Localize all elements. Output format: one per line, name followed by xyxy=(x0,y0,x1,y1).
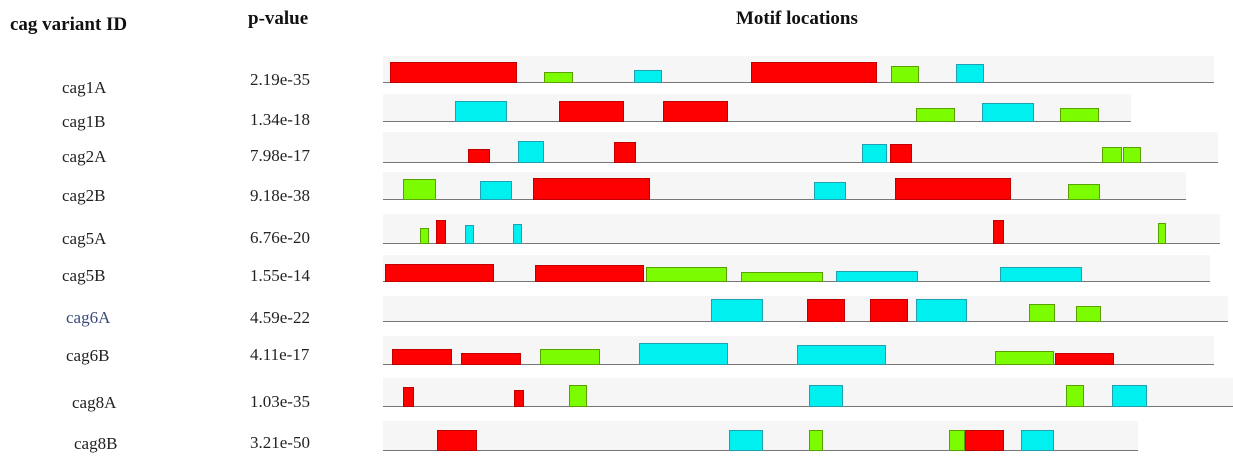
motif-box-cyan xyxy=(814,182,846,200)
motif-box-red xyxy=(1055,353,1114,365)
motif-box-red xyxy=(807,299,845,322)
motif-box-green xyxy=(544,72,573,83)
motif-box-cyan xyxy=(916,299,967,322)
motif-box-cyan xyxy=(836,271,918,282)
variant-id-cag1b: cag1B xyxy=(62,112,106,131)
motif-box-red xyxy=(993,220,1004,244)
motif-box-green xyxy=(949,430,965,451)
motif-box-cyan xyxy=(1000,267,1082,282)
motif-box-cyan xyxy=(1021,430,1054,451)
motif-box-red xyxy=(614,142,636,163)
motif-box-green xyxy=(1123,147,1141,163)
motif-track-background xyxy=(383,214,1220,243)
motif-box-cyan xyxy=(513,224,522,244)
motif-box-red xyxy=(514,390,524,407)
pvalue-cag5b: 1.55e-14 xyxy=(250,266,310,285)
motif-box-red xyxy=(559,101,624,122)
variant-id-cag5b: cag5B xyxy=(62,266,106,285)
motif-box-green xyxy=(741,272,823,282)
pvalue-cag6b: 4.11e-17 xyxy=(250,345,310,364)
motif-box-red xyxy=(390,62,517,83)
motif-box-green xyxy=(1076,306,1101,322)
pvalue-cag8b: 3.21e-50 xyxy=(250,433,310,452)
motif-box-green xyxy=(1066,385,1084,407)
motif-track-baseline xyxy=(383,162,1218,163)
variant-id-cag6a: cag6A xyxy=(66,308,111,327)
motif-box-red xyxy=(895,178,1011,200)
motif-box-cyan xyxy=(480,181,512,200)
motif-box-green xyxy=(995,351,1054,365)
motif-box-red xyxy=(468,149,490,163)
motif-box-red xyxy=(392,349,452,365)
motif-box-cyan xyxy=(639,343,728,365)
motif-box-cyan xyxy=(711,299,763,322)
motif-track-baseline xyxy=(383,121,1131,122)
variant-id-cag2a: cag2A xyxy=(62,147,107,166)
motif-box-green xyxy=(1068,184,1100,200)
motif-track-baseline xyxy=(383,243,1220,244)
motif-track-baseline xyxy=(383,199,1186,200)
motif-box-cyan xyxy=(455,101,507,122)
motif-track-background xyxy=(383,378,1233,406)
motif-box-cyan xyxy=(634,70,662,83)
pvalue-cag1a: 2.19e-35 xyxy=(250,70,310,89)
pvalue-cag2a: 7.98e-17 xyxy=(250,146,310,165)
motif-box-red xyxy=(870,299,908,322)
motif-track-baseline xyxy=(383,406,1233,407)
variant-id-cag6b: cag6B xyxy=(66,346,110,365)
motif-box-cyan xyxy=(518,141,544,163)
motif-box-red xyxy=(385,264,494,282)
motif-box-cyan xyxy=(1112,385,1147,407)
variant-id-cag8b: cag8B xyxy=(74,434,118,453)
variant-id-cag5a: cag5A xyxy=(62,229,107,248)
motif-box-green xyxy=(916,108,955,122)
motif-box-red xyxy=(436,220,446,244)
motif-track-background xyxy=(383,132,1218,162)
motif-box-red xyxy=(437,430,477,451)
motif-box-red xyxy=(890,144,912,163)
motif-box-green xyxy=(1158,223,1166,244)
motif-box-green xyxy=(891,66,919,83)
variant-id-cag8a: cag8A xyxy=(72,393,117,412)
motif-locations-header: Motif locations xyxy=(736,8,858,29)
motif-box-green xyxy=(420,228,429,244)
pvalue-cag6a: 4.59e-22 xyxy=(250,308,310,327)
motif-box-cyan xyxy=(956,64,984,83)
motif-box-green xyxy=(403,179,436,200)
motif-box-cyan xyxy=(862,144,887,163)
pvalue-column-header: p-value xyxy=(248,8,309,29)
motif-box-green xyxy=(1029,304,1055,322)
motif-box-red xyxy=(533,178,650,200)
motif-box-red xyxy=(965,430,1004,451)
motif-track-background xyxy=(383,172,1186,199)
motif-box-green xyxy=(646,267,727,282)
pvalue-cag8a: 1.03e-35 xyxy=(250,392,310,411)
motif-box-green xyxy=(569,385,587,407)
motif-track-baseline xyxy=(383,321,1228,322)
motif-box-cyan xyxy=(809,385,843,407)
motif-box-cyan xyxy=(729,430,763,451)
motif-box-red xyxy=(461,353,521,365)
variant-id-cag1a: cag1A xyxy=(62,78,107,97)
id-column-header: cag variant ID xyxy=(10,14,128,35)
pvalue-cag5a: 6.76e-20 xyxy=(250,228,310,247)
motif-box-red xyxy=(535,265,644,282)
pvalue-cag1b: 1.34e-18 xyxy=(250,110,310,129)
motif-box-cyan xyxy=(982,103,1034,122)
motif-box-red xyxy=(751,62,877,83)
motif-box-red xyxy=(663,101,728,122)
motif-box-cyan xyxy=(465,225,474,244)
motif-box-green xyxy=(1102,147,1122,163)
variant-id-cag2b: cag2B xyxy=(62,186,106,205)
motif-box-green xyxy=(809,430,823,451)
motif-box-red xyxy=(403,387,414,407)
motif-track-background xyxy=(383,296,1228,321)
pvalue-cag2b: 9.18e-38 xyxy=(250,186,310,205)
motif-box-green xyxy=(1060,108,1099,122)
motif-box-green xyxy=(540,349,600,365)
motif-box-cyan xyxy=(797,345,886,365)
